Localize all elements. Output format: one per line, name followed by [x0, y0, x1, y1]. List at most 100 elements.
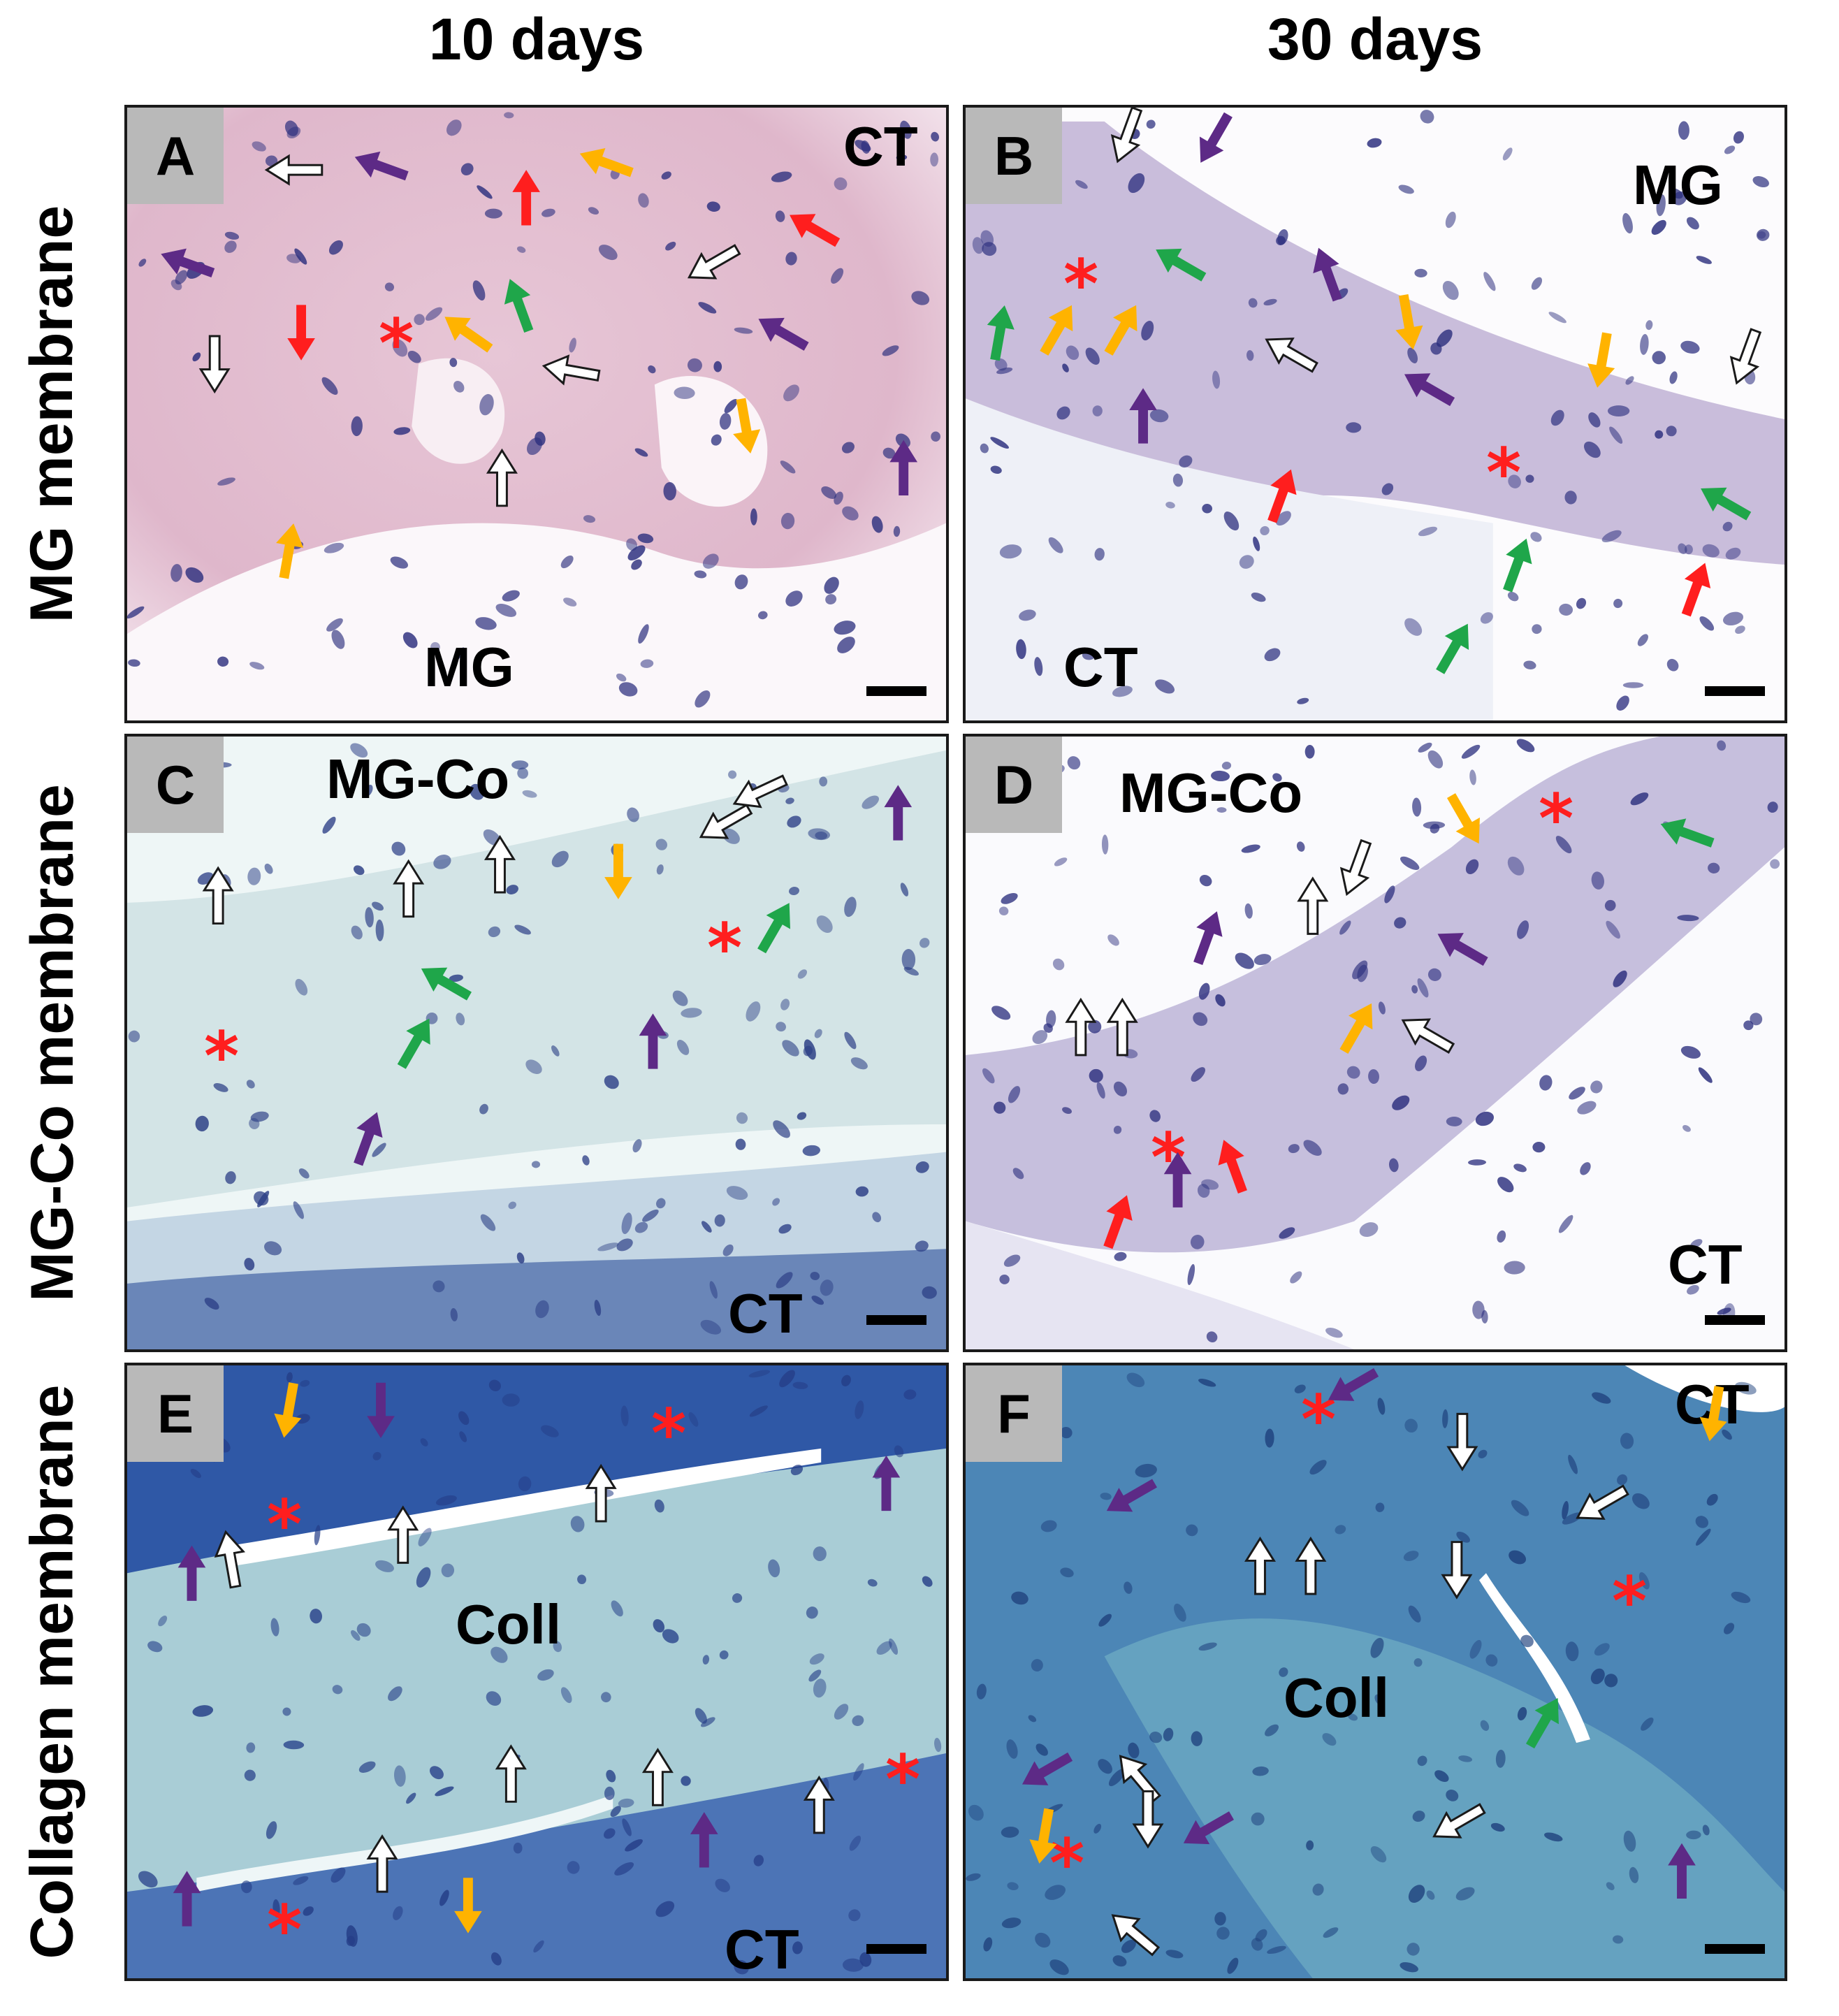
red-asterisk: * [1049, 1825, 1085, 1903]
white-arrow-icon [202, 866, 234, 925]
red-asterisk: * [267, 1891, 303, 1969]
purple-arrow-icon [690, 1812, 718, 1868]
green-arrow-icon [504, 279, 534, 333]
purple-arrow-icon [1129, 388, 1157, 444]
purple-arrow-icon [1437, 933, 1488, 966]
white-arrow-icon [1576, 1484, 1629, 1520]
purple-arrow-icon [161, 248, 215, 278]
purple-arrow-icon [1022, 1752, 1073, 1785]
green-arrow-icon [397, 1018, 430, 1069]
orange-arrow-icon [1339, 1003, 1373, 1054]
panel-d: D MG-Co CT * * [963, 734, 1787, 1352]
orange-arrow-icon [1029, 1808, 1057, 1864]
purple-arrow-icon [367, 1382, 395, 1439]
white-arrow-icon [1111, 1914, 1161, 1957]
scale-bar [1705, 686, 1765, 696]
white-arrow-icon [1297, 876, 1329, 935]
red-asterisk: * [204, 1017, 240, 1096]
white-arrow-icon [1432, 1803, 1486, 1839]
white-arrow-icon [198, 335, 231, 394]
scale-bar [866, 686, 926, 696]
white-arrow-icon [495, 1744, 527, 1803]
micrograph-b [966, 108, 1785, 720]
micrograph-f [966, 1365, 1785, 1978]
label-mg-co: MG-Co [326, 748, 510, 810]
purple-arrow-icon [1199, 112, 1233, 163]
column-header-30-days: 30 days [1267, 6, 1483, 72]
panel-letter-e: E [127, 1365, 224, 1462]
purple-arrow-icon [884, 785, 913, 841]
purple-arrow-icon [354, 151, 409, 181]
label-ct: CT [843, 115, 918, 177]
row-header-collagen: Collagen membrane [0, 1363, 105, 1981]
arrows-c [202, 774, 913, 1166]
green-arrow-icon [1503, 538, 1532, 593]
micrograph-a [127, 108, 946, 720]
scale-bar [866, 1944, 926, 1954]
scale-bar [1705, 1944, 1765, 1954]
row-label-collagen-membrane: Collagen membrane [18, 1384, 86, 1959]
row-label-mg-membrane: MG membrane [18, 205, 86, 623]
purple-arrow-icon [177, 1545, 206, 1601]
white-arrow-icon [486, 448, 518, 507]
white-arrow-icon [1441, 1541, 1473, 1600]
micrograph-c [127, 737, 946, 1349]
red-asterisk: * [885, 1741, 921, 1819]
green-arrow-icon [1436, 623, 1469, 674]
white-arrow-icon [214, 1530, 246, 1589]
white-arrow-icon [732, 774, 788, 808]
label-mg: MG [1633, 154, 1723, 216]
purple-arrow-icon [354, 1112, 383, 1166]
white-arrow-icon [393, 859, 425, 918]
row-header-mg-co: MG-Co membrane [0, 734, 105, 1352]
purple-arrow-icon [1183, 1811, 1234, 1845]
label-mg: MG [424, 636, 514, 698]
purple-arrow-icon [889, 440, 918, 495]
panel-b: B MG CT * * [963, 105, 1787, 723]
red-arrow-icon [512, 170, 540, 226]
red-arrow-icon [1218, 1140, 1247, 1194]
label-mg-co: MG-Co [1119, 762, 1303, 824]
arrows-f [1022, 1368, 1727, 1957]
white-arrow-icon [1106, 997, 1138, 1057]
white-arrow-icon [1446, 1412, 1478, 1472]
orange-arrow-icon [454, 1878, 482, 1934]
label-ct: CT [1063, 636, 1138, 698]
red-arrow-icon [1267, 469, 1297, 523]
white-arrow-icon [687, 244, 741, 280]
green-arrow-icon [757, 903, 791, 954]
orange-arrow-icon [444, 317, 493, 353]
green-arrow-icon [421, 967, 472, 1001]
white-arrow-icon [541, 354, 601, 386]
white-arrow-icon [1110, 108, 1143, 164]
orange-arrow-icon [1699, 1386, 1727, 1442]
orange-arrow-icon [579, 147, 634, 177]
orange-arrow-icon [1395, 293, 1423, 350]
white-arrow-icon [1339, 839, 1372, 897]
purple-arrow-icon [1193, 911, 1223, 965]
purple-arrow-icon [1313, 247, 1342, 302]
white-arrow-icon [1065, 997, 1097, 1057]
white-arrow-icon [387, 1505, 419, 1564]
red-asterisk: * [651, 1395, 687, 1473]
white-arrow-icon [699, 804, 753, 839]
panel-a: A CT MG * [124, 105, 949, 723]
orange-arrow-icon [733, 398, 761, 454]
purple-arrow-icon [1106, 1479, 1157, 1512]
white-arrow-icon [641, 1748, 674, 1806]
column-header-10-days: 10 days [428, 6, 645, 72]
red-asterisk: * [1612, 1562, 1648, 1641]
purple-arrow-icon [173, 1871, 201, 1927]
red-asterisk: * [1486, 434, 1522, 512]
red-arrow-icon [790, 214, 841, 247]
red-arrow-icon [1103, 1195, 1133, 1249]
red-asterisk: * [267, 1486, 303, 1564]
red-asterisk: * [707, 909, 743, 987]
red-asterisk: * [1539, 780, 1574, 858]
panel-e: E Coll CT * * * * [124, 1363, 949, 1981]
panel-letter-d: D [966, 737, 1062, 833]
white-arrow-icon [1119, 1755, 1161, 1804]
red-asterisk: * [379, 305, 414, 383]
purple-arrow-icon [1328, 1368, 1379, 1401]
red-arrow-icon [287, 305, 315, 361]
